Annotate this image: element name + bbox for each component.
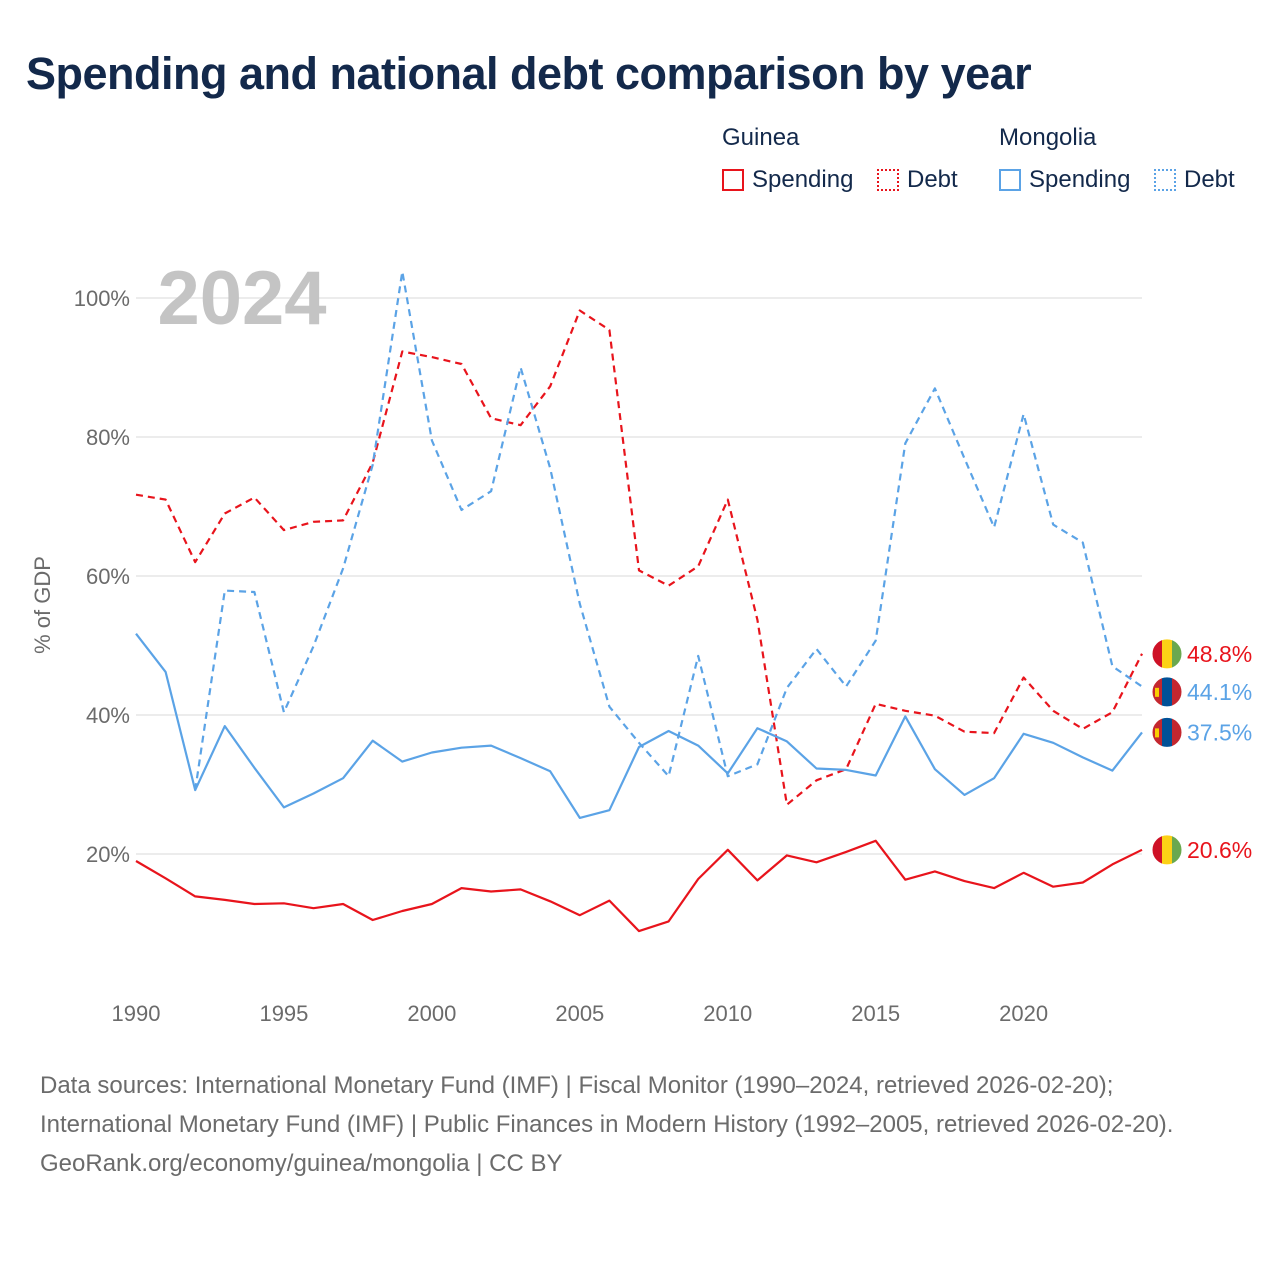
dotted-line-swatch-icon bbox=[1154, 169, 1176, 191]
y-tick-label: 20% bbox=[86, 842, 130, 867]
x-tick-label: 2005 bbox=[555, 1001, 604, 1026]
x-tick-label: 1990 bbox=[112, 1001, 161, 1026]
end-value-label: 20.6% bbox=[1187, 837, 1252, 863]
solid-line-swatch-icon bbox=[999, 169, 1021, 191]
data-sources: Data sources: International Monetary Fun… bbox=[40, 1072, 1174, 1138]
legend-label: Debt bbox=[907, 166, 958, 193]
guinea-flag-icon bbox=[1151, 638, 1183, 670]
legend-item-guinea-spending[interactable]: Spending bbox=[722, 166, 853, 194]
y-tick-label: 60% bbox=[86, 564, 130, 589]
y-tick-label: 100% bbox=[74, 286, 130, 311]
dotted-line-swatch-icon bbox=[877, 169, 899, 191]
x-tick-label: 2015 bbox=[851, 1001, 900, 1026]
series-line-mongolia-debt bbox=[194, 270, 1143, 791]
legend-item-guinea-debt[interactable]: Debt bbox=[877, 166, 958, 194]
legend-group-title: Guinea bbox=[722, 124, 800, 151]
footer: Data sources: International Monetary Fun… bbox=[40, 1066, 1240, 1183]
credit-link[interactable]: GeoRank.org/economy/guinea/mongolia | CC… bbox=[40, 1150, 563, 1177]
x-tick-label: 2020 bbox=[999, 1001, 1048, 1026]
guinea-flag-icon bbox=[1151, 834, 1183, 866]
legend-label: Debt bbox=[1184, 166, 1235, 193]
mongolia-flag-icon bbox=[1151, 716, 1183, 748]
x-tick-label: 2000 bbox=[407, 1001, 456, 1026]
end-value-label: 48.8% bbox=[1187, 641, 1252, 667]
x-tick-label: 2010 bbox=[703, 1001, 752, 1026]
legend-group-title: Mongolia bbox=[999, 124, 1097, 151]
legend-item-mongolia-spending[interactable]: Spending bbox=[999, 166, 1130, 194]
y-axis-label: % of GDP bbox=[30, 556, 55, 654]
x-tick-label: 1995 bbox=[259, 1001, 308, 1026]
chart-title: Spending and national debt comparison by… bbox=[26, 48, 1032, 99]
mongolia-flag-icon bbox=[1151, 676, 1183, 708]
series-line-guinea-debt bbox=[135, 309, 1143, 806]
end-value-label: 44.1% bbox=[1187, 679, 1252, 705]
chart-plot: 2024 1990 1995 2000 2005 2010 2015 2020 20% 40%… bbox=[30, 256, 1252, 1026]
series-line-guinea-spending bbox=[135, 839, 1143, 933]
series-line-mongolia-spending bbox=[135, 633, 1143, 819]
year-watermark: 2024 bbox=[157, 256, 326, 341]
solid-line-swatch-icon bbox=[722, 169, 744, 191]
y-tick-label: 40% bbox=[86, 703, 130, 728]
end-value-label: 37.5% bbox=[1187, 719, 1252, 745]
legend-item-mongolia-debt[interactable]: Debt bbox=[1154, 166, 1235, 194]
legend-label: Spending bbox=[752, 166, 854, 193]
legend-label: Spending bbox=[1029, 166, 1131, 193]
y-tick-label: 80% bbox=[86, 425, 130, 450]
